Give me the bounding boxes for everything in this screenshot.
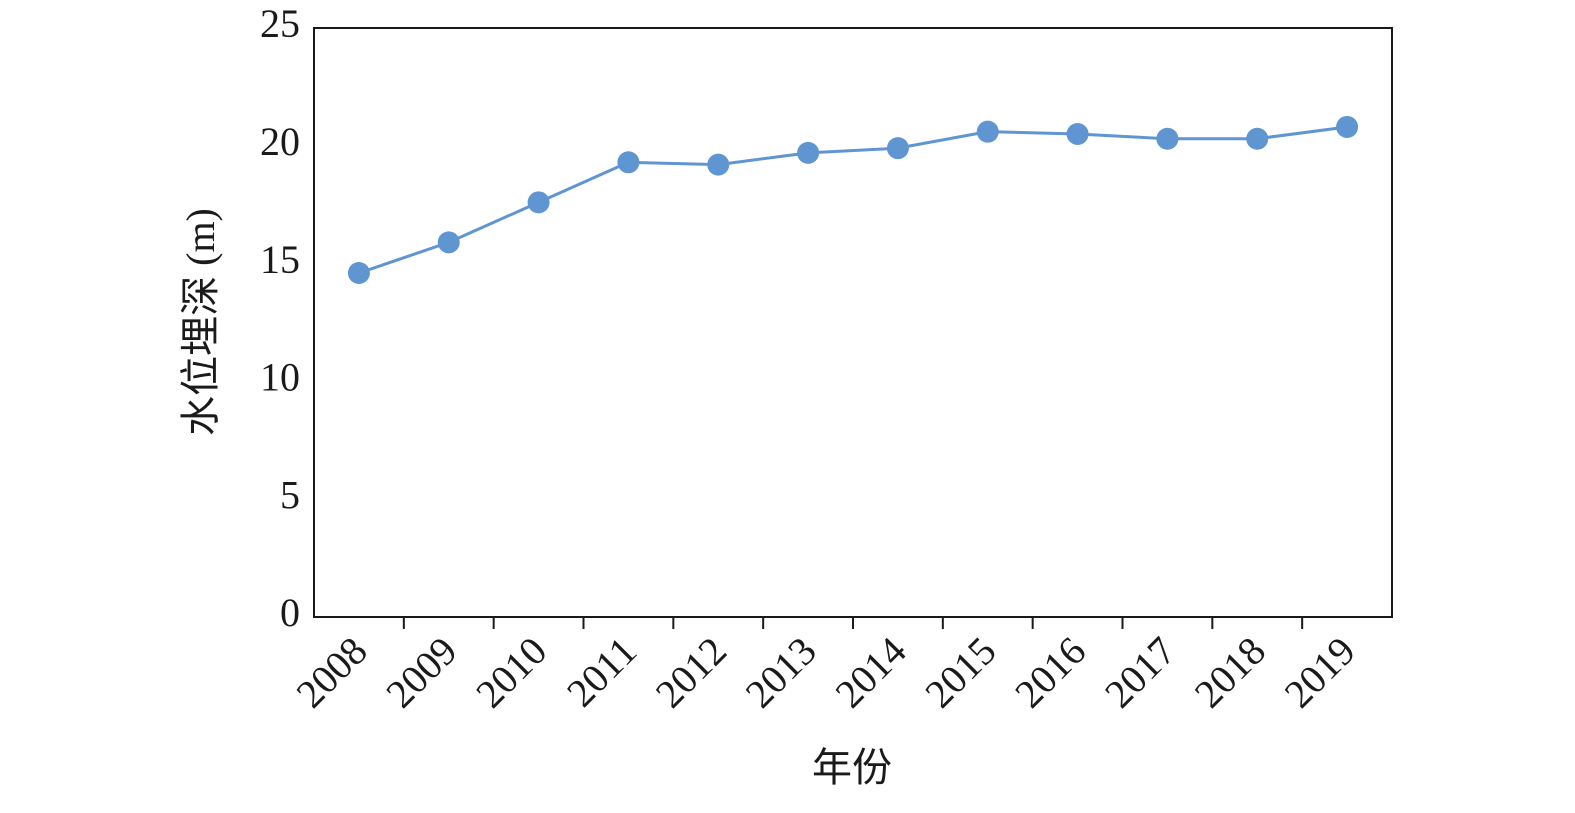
y-tick-label: 10: [260, 355, 300, 400]
data-point: [886, 137, 909, 160]
data-point: [797, 141, 820, 164]
data-point: [527, 191, 550, 214]
x-tick-label: 2019: [1276, 628, 1364, 716]
data-point: [347, 262, 370, 285]
y-axis-title: 水位埋深 (m): [178, 208, 223, 436]
y-tick-label: 20: [260, 119, 300, 164]
data-point: [617, 151, 640, 174]
plot-frame: [313, 27, 1393, 618]
y-tick-label: 15: [260, 237, 300, 282]
data-line: [358, 125, 1348, 275]
x-tick-label: 2014: [826, 628, 914, 716]
data-point: [437, 231, 460, 254]
x-axis-title: 年份: [812, 745, 892, 790]
x-tick-label: 2015: [916, 628, 1004, 716]
x-tick-label: 2010: [467, 628, 555, 716]
data-point: [1066, 123, 1089, 146]
y-tick-label: 0: [280, 590, 300, 635]
data-point: [1156, 127, 1179, 150]
x-tick-label: 2016: [1006, 628, 1094, 716]
x-tick-label: 2017: [1096, 628, 1184, 716]
x-tick-label: 2018: [1186, 628, 1274, 716]
x-tick-label: 2008: [287, 628, 375, 716]
y-tick-label: 25: [260, 1, 300, 46]
y-tick-label: 5: [280, 472, 300, 517]
data-point: [707, 153, 730, 176]
data-point: [976, 120, 999, 143]
x-tick-label: 2013: [737, 628, 825, 716]
data-point: [1336, 115, 1359, 138]
x-tick-label: 2012: [647, 628, 735, 716]
x-tick-label: 2009: [377, 628, 465, 716]
data-point: [1246, 127, 1269, 150]
x-tick-label: 2011: [558, 628, 645, 715]
